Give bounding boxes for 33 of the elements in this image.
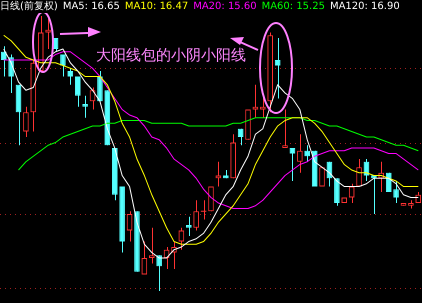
candlestick	[0, 46, 6, 77]
candlestick	[364, 158, 370, 182]
candlestick	[348, 183, 354, 204]
candlestick	[142, 241, 148, 275]
text: MA20: 15.60	[193, 0, 257, 13]
candlestick	[290, 148, 296, 182]
candlestick	[97, 70, 103, 102]
candlestick	[90, 87, 96, 110]
candlestick	[193, 200, 199, 231]
candlestick	[68, 68, 74, 86]
candlestick	[60, 54, 66, 77]
annotation: 大阳线包的小阴小阳线	[96, 46, 246, 65]
candlestick	[23, 106, 29, 138]
candlestick	[297, 134, 303, 174]
candlestick	[334, 178, 340, 206]
text: MA10: 16.47	[124, 0, 188, 13]
text: MA5: 16.65	[62, 0, 120, 13]
candlestick	[274, 38, 280, 99]
candlestick	[200, 200, 207, 220]
candlestick	[304, 144, 310, 162]
candlestick	[74, 76, 81, 108]
candlestick	[126, 210, 132, 242]
text: MA120: 16.90	[330, 0, 400, 13]
candlestick	[393, 180, 399, 204]
candlestick	[371, 175, 377, 214]
candlestick	[82, 95, 88, 118]
text: MA60: 15.25	[262, 0, 325, 13]
candlestick	[216, 161, 222, 187]
candlestick	[186, 216, 192, 236]
candlestick	[356, 158, 362, 187]
chart-title: 日线(前复权)	[0, 0, 58, 13]
candlestick	[178, 227, 184, 250]
candlestick	[238, 128, 244, 146]
